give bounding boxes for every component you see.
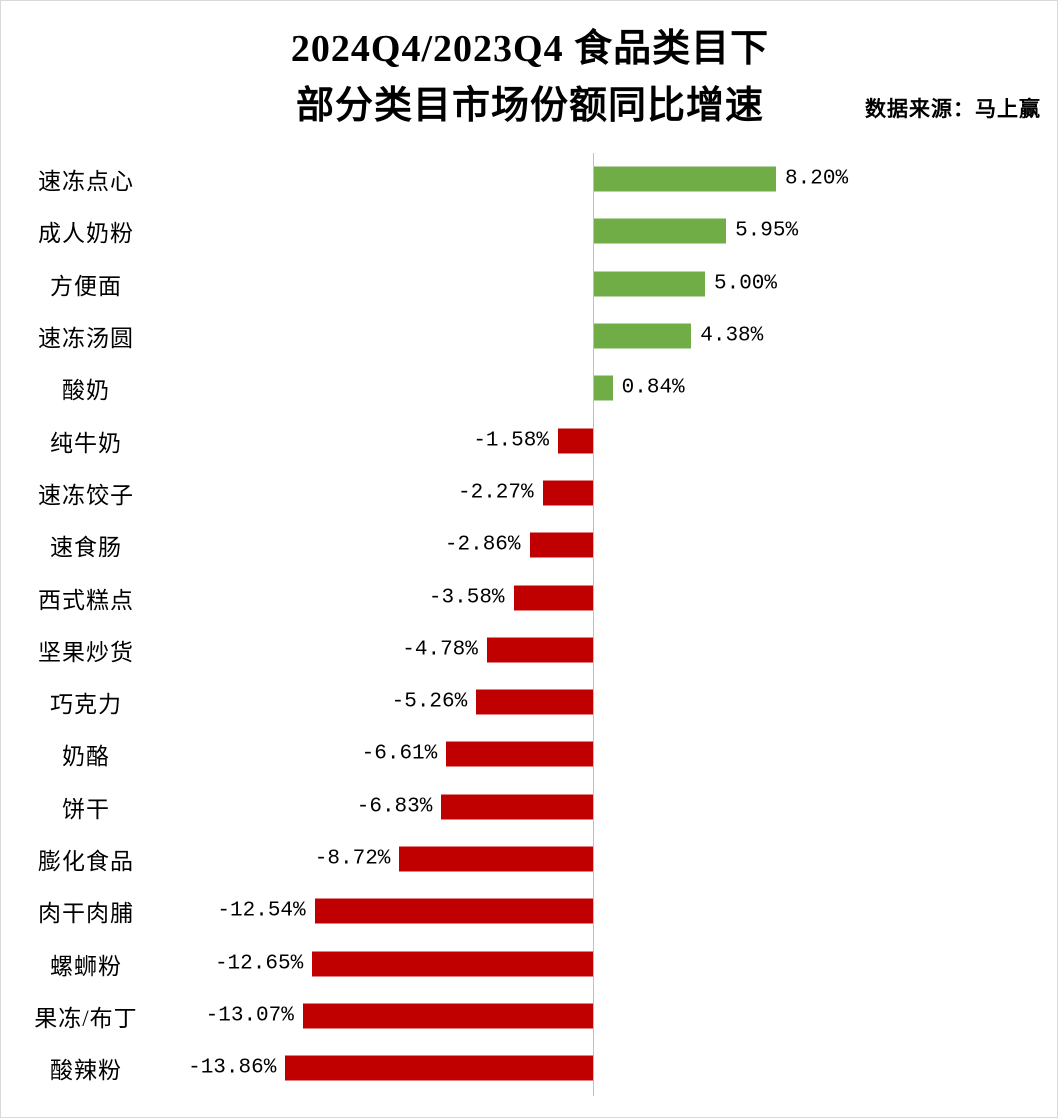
category-label: 纯牛奶 [50,430,122,456]
value-label: -2.27% [457,481,534,505]
value-label: -8.72% [314,847,391,871]
value-label: 5.00% [714,272,778,296]
bar-row: 西式糕点 -3.58% [1,571,1057,623]
bar-row: 纯牛奶 -1.58% [1,415,1057,467]
positive-bar [594,166,777,192]
bar-row: 速食肠 -2.86% [1,519,1057,571]
chart-title: 2024Q4/2023Q4 食品类目下 部分类目市场份额同比增速 [1,21,1057,135]
category-label: 果冻/布丁 [34,1005,138,1031]
bar-row: 速冻点心 8.20% [1,153,1057,205]
value-label: -1.58% [473,429,549,453]
value-label: -6.83% [356,795,433,819]
category-label: 速冻饺子 [38,482,134,508]
bar-row: 速冻饺子 -2.27% [1,467,1057,519]
negative-bar [285,1055,593,1081]
category-label: 饼干 [62,796,110,822]
bar-row: 速冻汤圆 4.38% [1,310,1057,362]
value-label: -6.61% [361,742,438,766]
value-label: -12.65% [214,952,304,976]
category-label: 螺蛳粉 [50,953,122,979]
category-label: 肉干肉脯 [38,901,134,927]
category-label: 酸奶 [62,378,110,404]
bar-row: 螺蛳粉 -12.65% [1,938,1057,990]
category-label: 巧克力 [50,692,122,718]
category-label: 西式糕点 [38,587,134,613]
value-label: 5.95% [735,219,799,243]
value-label: -13.07% [205,1004,294,1028]
negative-bar [399,846,593,872]
negative-bar [476,689,593,715]
bar-row: 奶酪 -6.61% [1,728,1057,780]
positive-bar [594,271,705,297]
negative-bar [542,480,593,506]
chart-title-line1: 2024Q4/2023Q4 食品类目下 [290,28,770,70]
category-label: 方便面 [50,273,122,299]
zero-axis-line [593,153,594,1096]
chart-title-line2: 部分类目市场份额同比增速 [295,85,764,127]
category-label: 速冻汤圆 [38,326,134,352]
bar-row: 酸奶 0.84% [1,362,1057,414]
value-label: 8.20% [785,167,849,191]
negative-bar [441,794,593,820]
bar-row: 成人奶粉 5.95% [1,205,1057,257]
negative-bar [557,428,593,454]
category-label: 成人奶粉 [38,221,134,247]
value-label: -4.78% [402,638,478,662]
positive-bar [594,323,692,349]
bar-row: 饼干 -6.83% [1,781,1057,833]
value-label: 0.84% [621,376,685,400]
category-label: 膨化食品 [38,849,134,875]
value-label: -2.86% [444,533,521,557]
negative-bar [446,741,593,767]
bar-row: 膨化食品 -8.72% [1,833,1057,885]
negative-bar [486,637,593,663]
bar-row: 果冻/布丁 -13.07% [1,990,1057,1042]
bar-row: 方便面 5.00% [1,258,1057,310]
value-label: -3.58% [428,586,505,610]
bar-row: 酸辣粉 -13.86% [1,1042,1057,1094]
category-label: 奶酪 [62,744,110,770]
category-label: 酸辣粉 [50,1058,122,1084]
bar-row: 坚果炒货 -4.78% [1,624,1057,676]
data-source-note: 数据来源：马上赢 [865,97,1041,121]
bar-chart: 速冻点心 8.20% 成人奶粉 5.95% 方便面 5.00% 速冻汤圆 4.38% 酸奶 0.8… [1,153,1057,1098]
positive-bar [594,375,613,401]
category-label: 速食肠 [50,535,122,561]
value-label: -13.86% [188,1056,277,1080]
value-label: -12.54% [217,899,306,923]
negative-bar [513,585,593,611]
negative-bar [302,1003,593,1029]
negative-bar [312,951,593,977]
bar-row: 巧克力 -5.26% [1,676,1057,728]
negative-bar [529,532,593,558]
value-label: 4.38% [700,324,764,348]
bar-row: 肉干肉脯 -12.54% [1,885,1057,937]
category-label: 速冻点心 [38,169,134,195]
category-label: 坚果炒货 [38,639,134,665]
value-label: -5.26% [391,690,468,714]
positive-bar [594,218,727,244]
negative-bar [314,898,593,924]
